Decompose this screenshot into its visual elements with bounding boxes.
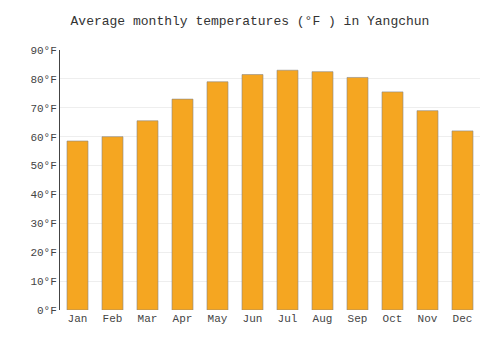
svg-text:30°F: 30°F xyxy=(30,218,56,230)
svg-text:May: May xyxy=(208,313,228,325)
svg-text:90°F: 90°F xyxy=(30,45,56,57)
svg-text:20°F: 20°F xyxy=(30,247,56,259)
svg-text:Average monthly temperatures (: Average monthly temperatures (°F ) in Ya… xyxy=(71,14,430,29)
svg-text:Nov: Nov xyxy=(418,313,438,325)
svg-text:Jun: Jun xyxy=(243,313,263,325)
svg-text:Apr: Apr xyxy=(173,313,193,325)
svg-text:Jan: Jan xyxy=(68,313,88,325)
svg-text:Aug: Aug xyxy=(313,313,333,325)
svg-text:70°F: 70°F xyxy=(30,103,56,115)
svg-text:80°F: 80°F xyxy=(30,74,56,86)
svg-text:50°F: 50°F xyxy=(30,160,56,172)
svg-text:10°F: 10°F xyxy=(30,276,56,288)
svg-text:Feb: Feb xyxy=(103,313,123,325)
svg-text:Mar: Mar xyxy=(138,313,158,325)
svg-text:Oct: Oct xyxy=(383,313,403,325)
svg-text:60°F: 60°F xyxy=(30,132,56,144)
svg-text:Sep: Sep xyxy=(348,313,368,325)
svg-text:0°F: 0°F xyxy=(37,305,57,317)
svg-text:Jul: Jul xyxy=(278,313,298,325)
svg-text:40°F: 40°F xyxy=(30,189,56,201)
svg-text:Dec: Dec xyxy=(453,313,473,325)
